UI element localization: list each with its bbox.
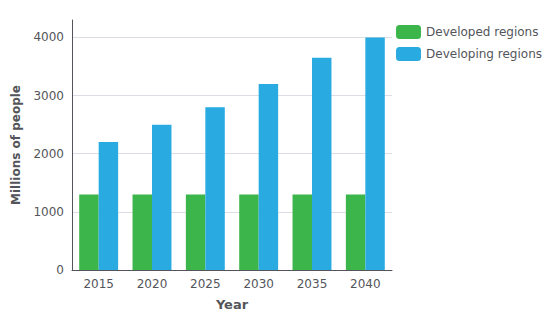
- svg-text:2030: 2030: [243, 277, 274, 291]
- svg-text:0: 0: [56, 263, 64, 277]
- svg-text:Developed regions: Developed regions: [426, 25, 538, 39]
- svg-text:Millions of people: Millions of people: [9, 85, 23, 205]
- svg-text:4000: 4000: [33, 30, 64, 44]
- svg-text:2040: 2040: [350, 277, 381, 291]
- svg-text:2025: 2025: [190, 277, 221, 291]
- svg-text:2015: 2015: [83, 277, 114, 291]
- svg-text:1000: 1000: [33, 205, 64, 219]
- svg-text:Developing regions: Developing regions: [426, 47, 542, 61]
- svg-text:2020: 2020: [137, 277, 168, 291]
- svg-text:2035: 2035: [297, 277, 328, 291]
- svg-text:3000: 3000: [33, 89, 64, 103]
- svg-text:2000: 2000: [33, 147, 64, 161]
- svg-text:Year: Year: [215, 297, 249, 312]
